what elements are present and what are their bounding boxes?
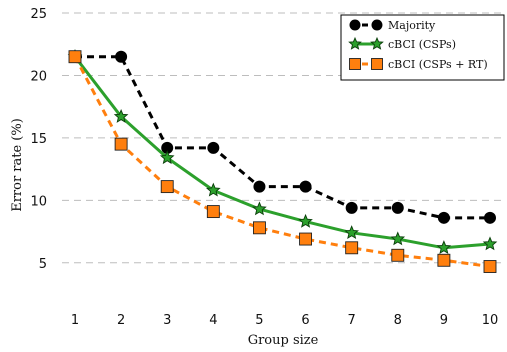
y-axis-ticks: 5 10 15 20 25 (30, 7, 47, 272)
data-point (253, 180, 266, 193)
legend-marker (371, 58, 383, 70)
legend-label: cBCI (CSPs) (388, 38, 456, 51)
data-point (207, 141, 220, 154)
data-point (391, 248, 405, 262)
grid-lines (62, 12, 505, 264)
legend-box (340, 14, 505, 81)
x-tick-label: 8 (394, 313, 402, 328)
legend-marker (348, 36, 362, 50)
series-line (73, 55, 491, 250)
data-point (114, 137, 128, 151)
data-point (113, 108, 129, 123)
x-tick-label: 9 (440, 313, 448, 328)
x-tick-label: 4 (209, 313, 217, 328)
y-tick-label: 5 (39, 257, 47, 272)
y-tick-label: 15 (30, 132, 47, 147)
x-tick-label: 6 (301, 313, 309, 328)
data-point (391, 201, 404, 214)
series-group (67, 49, 498, 273)
x-tick-label: 2 (117, 313, 125, 328)
x-axis-label: Group size (248, 333, 319, 348)
y-tick-label: 10 (30, 194, 47, 209)
y-tick-label: 20 (30, 69, 47, 84)
data-point (299, 180, 312, 193)
data-point (298, 213, 313, 228)
data-point (344, 225, 359, 240)
y-axis-label: Error rate (%) (10, 118, 25, 212)
data-point (252, 201, 267, 216)
x-tick-label: 3 (163, 313, 171, 328)
data-point (252, 221, 266, 235)
data-point (206, 182, 221, 197)
data-point (345, 201, 358, 214)
data-point (437, 253, 451, 267)
x-tick-label: 1 (71, 313, 79, 328)
data-point (68, 50, 82, 64)
data-point (390, 231, 406, 246)
data-point (299, 232, 313, 246)
data-point (437, 211, 450, 224)
series-3 (68, 50, 497, 273)
data-point (345, 241, 359, 255)
series-line (73, 56, 491, 269)
x-axis-ticks: 1 2 3 4 5 6 7 8 9 10 (71, 313, 498, 328)
data-point (483, 260, 497, 273)
data-point (436, 240, 452, 254)
x-tick-label: 10 (482, 313, 499, 328)
legend-marker (349, 58, 361, 70)
x-tick-label: 7 (348, 313, 356, 328)
x-tick-label: 5 (255, 313, 263, 328)
y-tick-label: 25 (30, 7, 47, 22)
series-line (75, 55, 490, 220)
data-point (115, 50, 128, 63)
series-2 (67, 49, 498, 254)
legend-marker (349, 19, 361, 31)
data-point (482, 236, 498, 251)
data-point (484, 211, 496, 224)
legend-label: Majority (388, 19, 436, 32)
legend-marker (370, 36, 384, 50)
data-point (206, 205, 220, 219)
legend: Majority cBCI (CSPs) cBCI (CSPs + RT) (340, 14, 505, 81)
legend-label: cBCI (CSPs + RT) (388, 58, 488, 71)
data-point (160, 180, 174, 194)
legend-marker (371, 19, 383, 31)
data-point (159, 150, 175, 165)
